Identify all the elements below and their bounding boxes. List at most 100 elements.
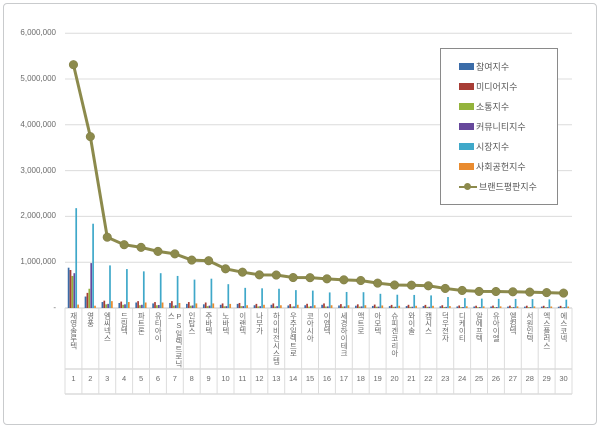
category-label: 세경하이테크: [339, 312, 349, 357]
bar-5: [77, 304, 79, 308]
category-label: 유아이엘: [491, 312, 501, 342]
bar-4: [379, 293, 382, 308]
category-label: PS일렉트로닉스: [166, 312, 184, 368]
legend-swatch-social-icon: [459, 163, 474, 171]
bar-0: [186, 303, 188, 308]
category-label: 캠시스: [424, 312, 434, 335]
category-label: 코아시아: [305, 312, 315, 342]
bar-1: [390, 304, 393, 308]
bar-4: [565, 299, 568, 308]
bar-3: [377, 306, 380, 308]
category-label: 엠씨넥스: [102, 312, 112, 342]
bar-5: [381, 305, 384, 308]
bar-2: [156, 305, 158, 308]
bar-0: [219, 304, 222, 308]
bar-5: [144, 302, 147, 308]
line-marker: [406, 280, 417, 290]
bar-5: [415, 305, 417, 308]
line-marker: [339, 275, 349, 285]
line-marker: [491, 286, 501, 297]
bar-4: [362, 292, 365, 308]
bar-4: [261, 288, 263, 308]
bar-3: [141, 304, 143, 308]
rank-label: 10: [221, 374, 230, 383]
bar-1: [306, 303, 308, 308]
bar-2: [375, 306, 378, 308]
legend-swatch-community-icon: [459, 123, 474, 130]
bar-5: [195, 303, 198, 308]
bar-0: [338, 305, 340, 308]
bar-4: [480, 298, 483, 308]
rank-label: 6: [155, 374, 161, 383]
legend-item-market: 시장지수: [459, 140, 557, 154]
bar-3: [343, 306, 346, 308]
bar-1: [373, 304, 376, 308]
bar-1: [255, 303, 258, 308]
bar-5: [111, 301, 113, 308]
bar-0: [236, 303, 239, 308]
line-marker: [119, 240, 129, 250]
bar-2: [139, 305, 141, 308]
bar-1: [441, 305, 444, 308]
bar-5: [229, 303, 232, 308]
bar-0: [321, 304, 323, 308]
bar-1: [103, 300, 106, 308]
bar-5: [398, 305, 401, 308]
line-marker: [254, 270, 264, 280]
bar-5: [263, 304, 265, 308]
line-marker: [271, 270, 281, 280]
bar-0: [439, 306, 442, 308]
category-label: 알에프텍: [474, 312, 484, 342]
bar-5: [482, 306, 485, 308]
line-marker: [153, 246, 163, 256]
rank-label: 18: [356, 374, 365, 383]
bar-1: [525, 305, 528, 308]
bar-1: [424, 304, 427, 308]
bar-2: [392, 306, 395, 308]
bar-1: [137, 301, 139, 308]
line-marker: [525, 287, 535, 297]
bar-2: [544, 307, 547, 308]
rank-label: 5: [138, 374, 144, 383]
rank-label: 15: [305, 374, 315, 383]
bar-2: [172, 305, 175, 308]
legend-item-participation: 참여지수: [459, 59, 557, 73]
bar-3: [546, 307, 549, 308]
category-label: 재영솔루텍: [69, 312, 79, 350]
bar-1: [356, 304, 359, 308]
rank-label: 30: [559, 374, 568, 383]
bar-2: [443, 306, 446, 308]
bar-4: [295, 290, 297, 308]
line-marker: [170, 249, 180, 259]
bar-2: [240, 306, 243, 308]
bar-0: [118, 302, 121, 308]
bar-2: [426, 306, 429, 308]
rank-label: 4: [122, 374, 127, 383]
line-marker: [68, 60, 78, 70]
line-marker: [305, 273, 315, 283]
bar-2: [358, 306, 361, 308]
category-label: 노바텍: [221, 312, 231, 335]
bar-1: [492, 305, 494, 308]
rank-label: 11: [238, 374, 247, 383]
bar-0: [507, 306, 509, 308]
bar-5: [161, 302, 164, 308]
bar-4: [311, 290, 314, 308]
category-label: 아모텍: [373, 312, 383, 335]
bar-5: [246, 305, 248, 308]
rank-label: 22: [424, 374, 433, 383]
line-marker: [356, 275, 366, 286]
rank-label: 27: [508, 374, 517, 383]
line-marker: [102, 232, 112, 242]
category-label: 주바텍: [204, 312, 214, 335]
bar-0: [557, 306, 560, 308]
rank-label: 21: [407, 374, 416, 383]
rank-label: 20: [390, 374, 399, 383]
bar-1: [542, 305, 545, 308]
bar-1: [238, 302, 241, 308]
category-label: 하이비전시스템: [271, 312, 281, 365]
bar-1: [86, 292, 89, 308]
bar-3: [563, 307, 566, 308]
legend-label: 커뮤니티지수: [476, 122, 526, 132]
bar-2: [510, 307, 513, 308]
